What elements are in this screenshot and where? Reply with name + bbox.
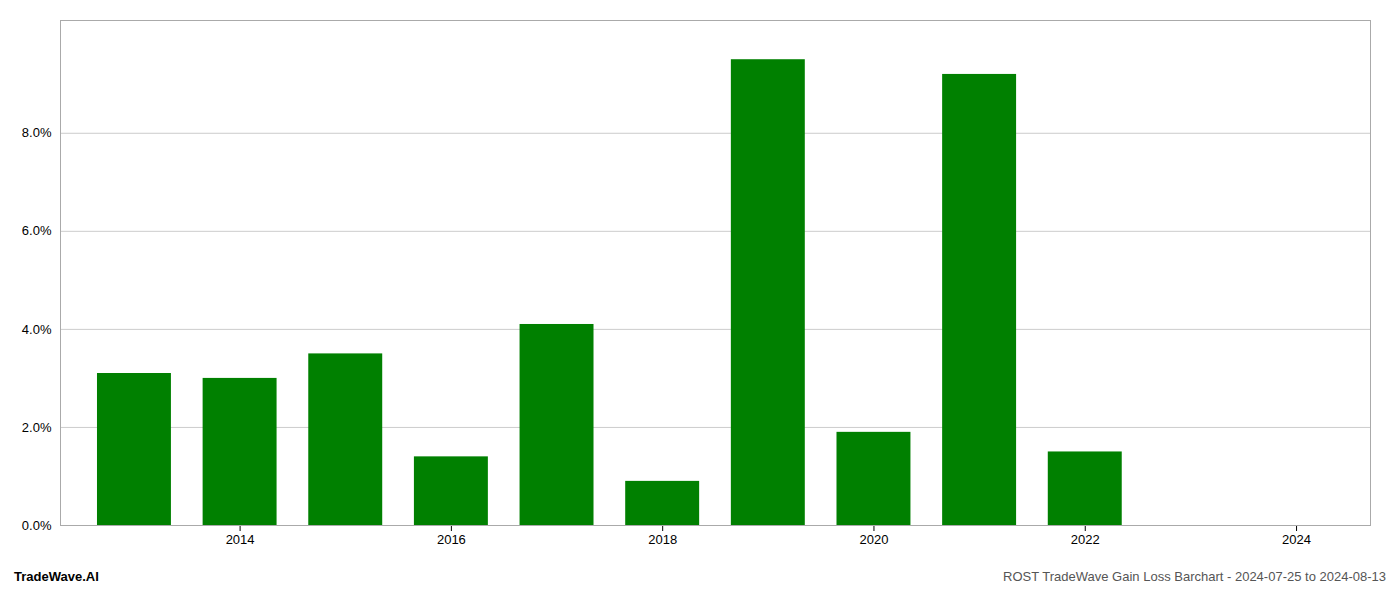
svg-text:2014: 2014 — [226, 532, 255, 547]
svg-text:2022: 2022 — [1071, 532, 1100, 547]
html-text:TradeWave.AI: TradeWave.AI — [14, 569, 99, 584]
svg-text:6.0%: 6.0% — [22, 223, 52, 238]
svg-text:2.0%: 2.0% — [22, 420, 52, 435]
svg-text:8.0%: 8.0% — [22, 125, 52, 140]
svg-text:2020: 2020 — [860, 532, 889, 547]
svg-text:4.0%: 4.0% — [22, 322, 52, 337]
html-text:ROST TradeWave Gain Loss Barch: ROST TradeWave Gain Loss Barchart - 2024… — [1003, 569, 1386, 584]
svg-text:2016: 2016 — [437, 532, 466, 547]
svg-text:2024: 2024 — [1282, 532, 1311, 547]
svg-text:2018: 2018 — [648, 532, 677, 547]
svg-text:0.0%: 0.0% — [22, 518, 52, 533]
